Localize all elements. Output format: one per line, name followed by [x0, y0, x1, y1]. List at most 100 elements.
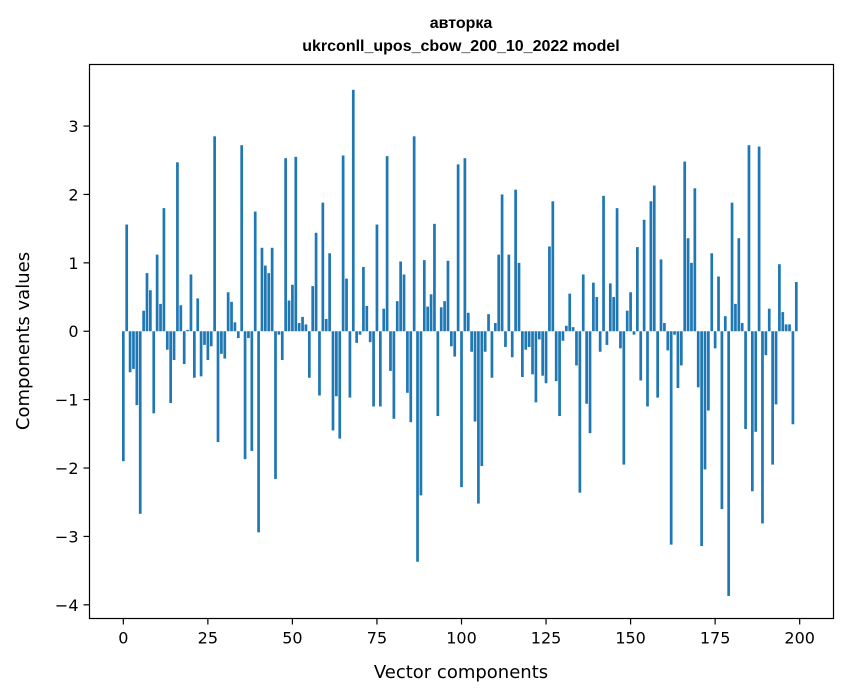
bar — [663, 323, 666, 332]
bar — [297, 323, 301, 332]
bar — [744, 331, 747, 430]
y-axis-ticks: −4 −3 −2 −1 0 1 2 3 — [55, 117, 90, 615]
bar — [541, 331, 545, 376]
bar — [608, 283, 612, 332]
bar — [575, 331, 578, 366]
bar — [477, 331, 480, 504]
x-axis-ticks: 0 25 50 75 100 125 150 175 200 — [118, 618, 815, 648]
bar — [240, 145, 244, 332]
bar — [446, 260, 450, 332]
bar — [774, 331, 778, 405]
bar — [690, 262, 693, 332]
bar — [652, 185, 656, 332]
bar — [250, 331, 254, 451]
bar — [203, 331, 206, 345]
bar — [602, 195, 605, 332]
bar — [524, 331, 528, 350]
bar — [737, 238, 741, 332]
bar — [669, 331, 673, 545]
bar — [592, 282, 595, 332]
bar — [686, 238, 690, 332]
bar — [206, 331, 210, 360]
bar — [466, 312, 470, 332]
x-tick-label: 100 — [446, 629, 477, 648]
bar — [389, 331, 392, 371]
bar — [226, 292, 230, 332]
y-tick-label: 3 — [68, 117, 78, 136]
bar — [395, 301, 399, 332]
bar — [703, 331, 707, 470]
bar — [740, 323, 744, 332]
bar — [666, 331, 670, 351]
bar — [355, 331, 359, 343]
bar — [537, 331, 541, 340]
bar — [358, 331, 362, 335]
bar — [534, 331, 538, 403]
bar — [493, 323, 497, 332]
bar — [128, 331, 132, 373]
bar — [155, 254, 159, 332]
x-tick-label: 75 — [367, 629, 387, 648]
bar — [436, 331, 440, 417]
bar — [443, 301, 446, 332]
bar — [585, 331, 588, 404]
bar — [159, 303, 162, 332]
bar — [450, 331, 453, 347]
bar — [683, 161, 687, 332]
bar — [639, 331, 643, 381]
bar — [679, 331, 683, 366]
bar — [473, 331, 477, 422]
bar — [713, 331, 717, 349]
bar — [632, 331, 636, 335]
x-tick-label: 125 — [531, 629, 562, 648]
bar — [406, 331, 409, 393]
y-tick-label: −3 — [55, 527, 79, 546]
y-tick-label: −1 — [55, 391, 79, 410]
bar — [284, 158, 287, 332]
bar — [209, 331, 213, 347]
bar — [622, 331, 626, 465]
bar — [521, 331, 524, 378]
bar — [693, 188, 697, 332]
bar — [673, 331, 676, 335]
bar — [392, 331, 396, 419]
bar — [463, 158, 467, 332]
bar — [169, 331, 173, 404]
bar — [382, 308, 386, 332]
bar — [341, 155, 345, 332]
bar — [270, 247, 274, 332]
bar — [152, 331, 156, 414]
bar — [372, 331, 375, 407]
bar — [605, 331, 609, 345]
y-tick-label: 0 — [68, 322, 78, 341]
bar — [544, 331, 548, 384]
bar — [362, 266, 365, 332]
bar — [220, 331, 223, 354]
bar — [260, 247, 264, 332]
bar — [307, 331, 311, 378]
bar — [348, 331, 352, 398]
bar — [581, 274, 585, 332]
bar — [135, 331, 139, 406]
bar — [345, 278, 348, 332]
bar — [453, 331, 457, 357]
bar — [507, 254, 511, 332]
bar — [551, 201, 555, 332]
bar — [480, 331, 484, 466]
bar — [182, 331, 186, 365]
bar — [243, 331, 247, 460]
y-axis-label: Components values — [13, 252, 34, 430]
x-tick-label: 50 — [282, 629, 302, 648]
bar — [199, 331, 203, 377]
bar — [578, 331, 582, 493]
bar — [378, 331, 382, 407]
bar — [761, 331, 764, 524]
bar — [734, 303, 737, 332]
bar — [335, 331, 338, 397]
bar — [321, 202, 325, 332]
bar-series — [121, 89, 798, 596]
bar — [700, 331, 703, 546]
bar — [483, 331, 487, 352]
bar — [419, 331, 423, 496]
bar — [236, 331, 240, 339]
